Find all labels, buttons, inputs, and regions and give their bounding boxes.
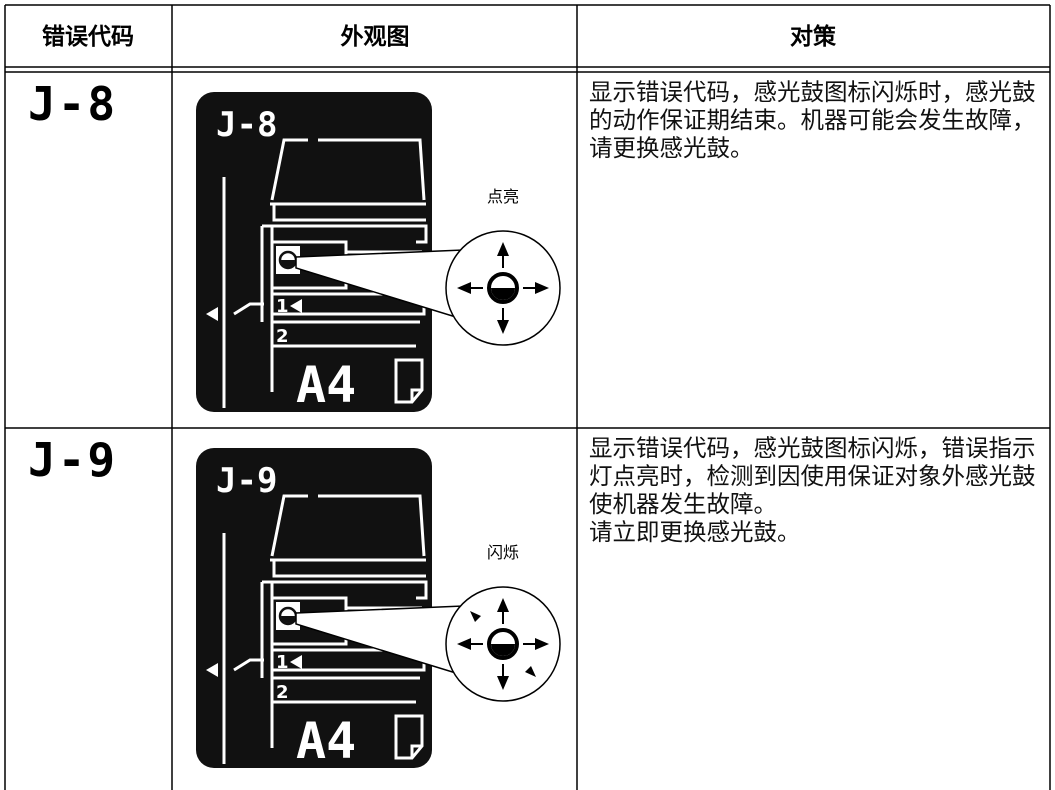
table-lines: [4, 4, 1051, 790]
panel-code: J-8: [216, 105, 277, 145]
tray-label: 2: [276, 682, 289, 703]
indicator-arrow: [497, 242, 509, 256]
header-cell: 对策: [790, 23, 837, 50]
description-text: 显示错误代码，感光鼓图标闪烁，错误指示灯点亮时，检测到因使用保证对象外感光鼓使机…: [589, 434, 1036, 518]
drum-icon: [281, 260, 295, 267]
header-cell: 错误代码: [42, 23, 134, 50]
panel-code: J-9: [216, 461, 277, 501]
blink-mark: [470, 611, 481, 622]
description: 显示错误代码，感光鼓图标闪烁时，感光鼓的动作保证期结束。机器可能会发生故障，请更…: [589, 78, 1047, 162]
panel-body: [196, 92, 432, 412]
indicator-arrow: [457, 638, 471, 650]
drum-icon: [491, 288, 515, 300]
tray-arrow: [290, 299, 302, 313]
paper-size: A4: [296, 356, 356, 414]
drum-icon: [281, 616, 295, 623]
error-code: J-8: [28, 77, 117, 131]
tray-arrow: [290, 655, 302, 669]
blink-mark: [525, 666, 536, 677]
paper-icon: [394, 714, 424, 760]
machine-top: [270, 494, 426, 557]
indicator-arrow: [497, 676, 509, 690]
arrow-icon: [206, 307, 218, 321]
paper-icon: [394, 358, 424, 404]
header-cell: 外观图: [341, 23, 410, 50]
indicator-arrow: [497, 320, 509, 334]
tray-label: 1: [276, 296, 289, 317]
description-text: 请立即更换感光鼓。: [589, 518, 801, 546]
tray-label: 2: [276, 326, 289, 347]
panel-line: [233, 658, 264, 672]
indicator-arrow: [497, 598, 509, 612]
indicator-arrow: [535, 638, 549, 650]
callout-label: 点亮: [487, 187, 519, 206]
callout-label: 闪烁: [487, 543, 519, 562]
description: 显示错误代码，感光鼓图标闪烁，错误指示灯点亮时，检测到因使用保证对象外感光鼓使机…: [589, 434, 1047, 546]
arrow-icon: [206, 663, 218, 677]
paper-size: A4: [296, 712, 356, 770]
control-panel: J-8 1 2 A4: [196, 92, 432, 414]
panel-body: [196, 448, 432, 768]
description-text: 显示错误代码，感光鼓图标闪烁时，感光鼓的动作保证期结束。机器可能会发生故障，请更…: [589, 78, 1036, 162]
machine-top: [270, 138, 426, 201]
indicator-arrow: [457, 282, 471, 294]
panel-line: [233, 302, 264, 316]
indicator-arrow: [535, 282, 549, 294]
tray-label: 1: [276, 652, 289, 673]
drum-icon: [491, 644, 515, 656]
error-code: J-9: [28, 433, 117, 487]
